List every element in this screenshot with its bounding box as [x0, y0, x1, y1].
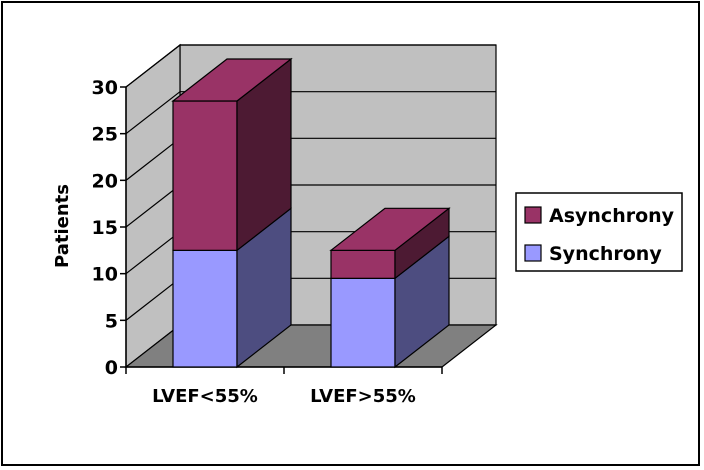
legend-label-synchrony: Synchrony: [549, 243, 662, 265]
legend-swatch-synchrony: [524, 244, 542, 262]
y-tick-label: 30: [92, 77, 118, 99]
y-tick-labels: 0 5 10 15 20 25 30: [92, 77, 118, 379]
legend-box: [515, 192, 683, 272]
y-tick-label: 15: [92, 217, 118, 239]
x-category-label: LVEF<55%: [152, 386, 258, 407]
legend-swatch-asynchrony: [524, 206, 542, 224]
y-axis-title: Patients: [52, 184, 73, 268]
x-category-labels: LVEF<55% LVEF>55%: [152, 386, 416, 407]
gridline: [125, 91, 496, 135]
bar-stack: [329, 207, 451, 369]
legend-label-asynchrony: Asynchrony: [549, 205, 675, 227]
bars: [171, 57, 451, 369]
legend: Asynchrony Synchrony: [515, 192, 683, 272]
bar-segment-synchrony-front: [330, 277, 396, 368]
bar-stack: [171, 57, 293, 369]
y-tick-label: 20: [92, 170, 118, 192]
bar-segment-synchrony-front: [172, 249, 238, 368]
x-category-label: LVEF>55%: [310, 386, 416, 407]
bar-segment-asynchrony-front: [330, 249, 396, 279]
gridline: [125, 44, 496, 88]
bar-segment-asynchrony-top: [171, 58, 293, 102]
y-tick-label: 10: [92, 264, 118, 286]
y-tick-label: 0: [105, 357, 118, 379]
y-tick-label: 5: [105, 310, 118, 332]
y-tick-label: 25: [92, 124, 118, 146]
bar-segment-asynchrony-front: [172, 100, 238, 251]
bar-segment-asynchrony-top: [329, 207, 451, 251]
